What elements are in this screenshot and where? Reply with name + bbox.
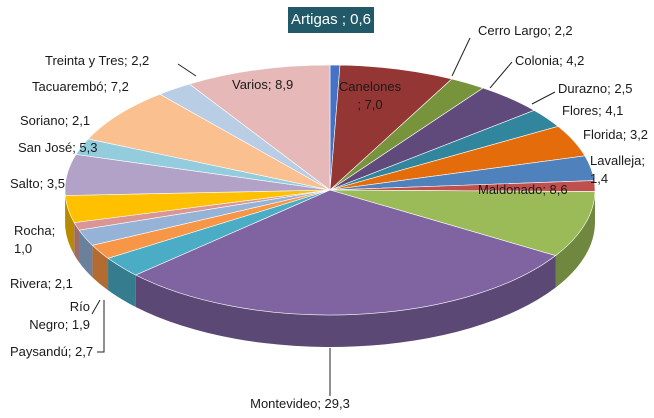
data-label: Río Negro; 1,9 xyxy=(29,299,90,332)
slice xyxy=(329,64,453,191)
data-label: Varios; 8,9 xyxy=(232,77,293,92)
data-label: Salto; 3,5 xyxy=(10,176,65,191)
data-label: Maldonado; 8,6 xyxy=(478,182,568,197)
leader-line xyxy=(91,299,101,315)
data-label: Colonia; 4,2 xyxy=(515,53,584,68)
data-label: Montevideo; 29,3 xyxy=(250,396,350,411)
slice-side xyxy=(108,258,136,307)
data-label: Lavalleja; 1,4 xyxy=(590,153,645,186)
slice-side xyxy=(92,245,109,291)
slice xyxy=(87,93,331,191)
leader-line xyxy=(531,91,556,105)
data-label: Rocha; 1,0 xyxy=(14,223,55,256)
data-label: Florida; 3,2 xyxy=(583,127,648,142)
pie-sides xyxy=(65,190,595,347)
leader-line xyxy=(97,300,105,353)
data-label: Durazno; 2,5 xyxy=(558,81,632,96)
highlight-box xyxy=(288,7,374,33)
data-label: Artigas ; 0,6 xyxy=(291,11,371,28)
data-label: Soriano; 2,1 xyxy=(20,113,90,128)
data-label: Tacuarembó; 7,2 xyxy=(32,79,129,94)
leader-line xyxy=(489,61,513,89)
data-label: Rivera; 2,1 xyxy=(10,276,73,291)
data-label: Flores; 4,1 xyxy=(562,103,623,118)
slice-side xyxy=(135,255,556,347)
labels: Artigas ; 0,6 Canelones; 7,0 Cerro Largo; … xyxy=(10,7,648,411)
leader-line xyxy=(177,63,197,77)
slice xyxy=(134,189,557,316)
slice xyxy=(188,64,331,191)
pie-tops xyxy=(64,64,596,316)
data-label: Canelones; 7,0 xyxy=(339,79,402,112)
slice-side xyxy=(79,230,93,278)
data-label: Paysandú; 2,7 xyxy=(10,344,93,359)
leader-line xyxy=(451,37,471,77)
data-label: San José; 5,3 xyxy=(18,140,98,155)
slice-side xyxy=(65,195,75,255)
slice xyxy=(329,189,596,256)
data-label: Cerro Largo; 2,2 xyxy=(478,23,573,38)
slice-side xyxy=(555,191,595,288)
slice-side xyxy=(74,222,80,263)
data-label: Treinta y Tres; 2,2 xyxy=(45,53,149,68)
